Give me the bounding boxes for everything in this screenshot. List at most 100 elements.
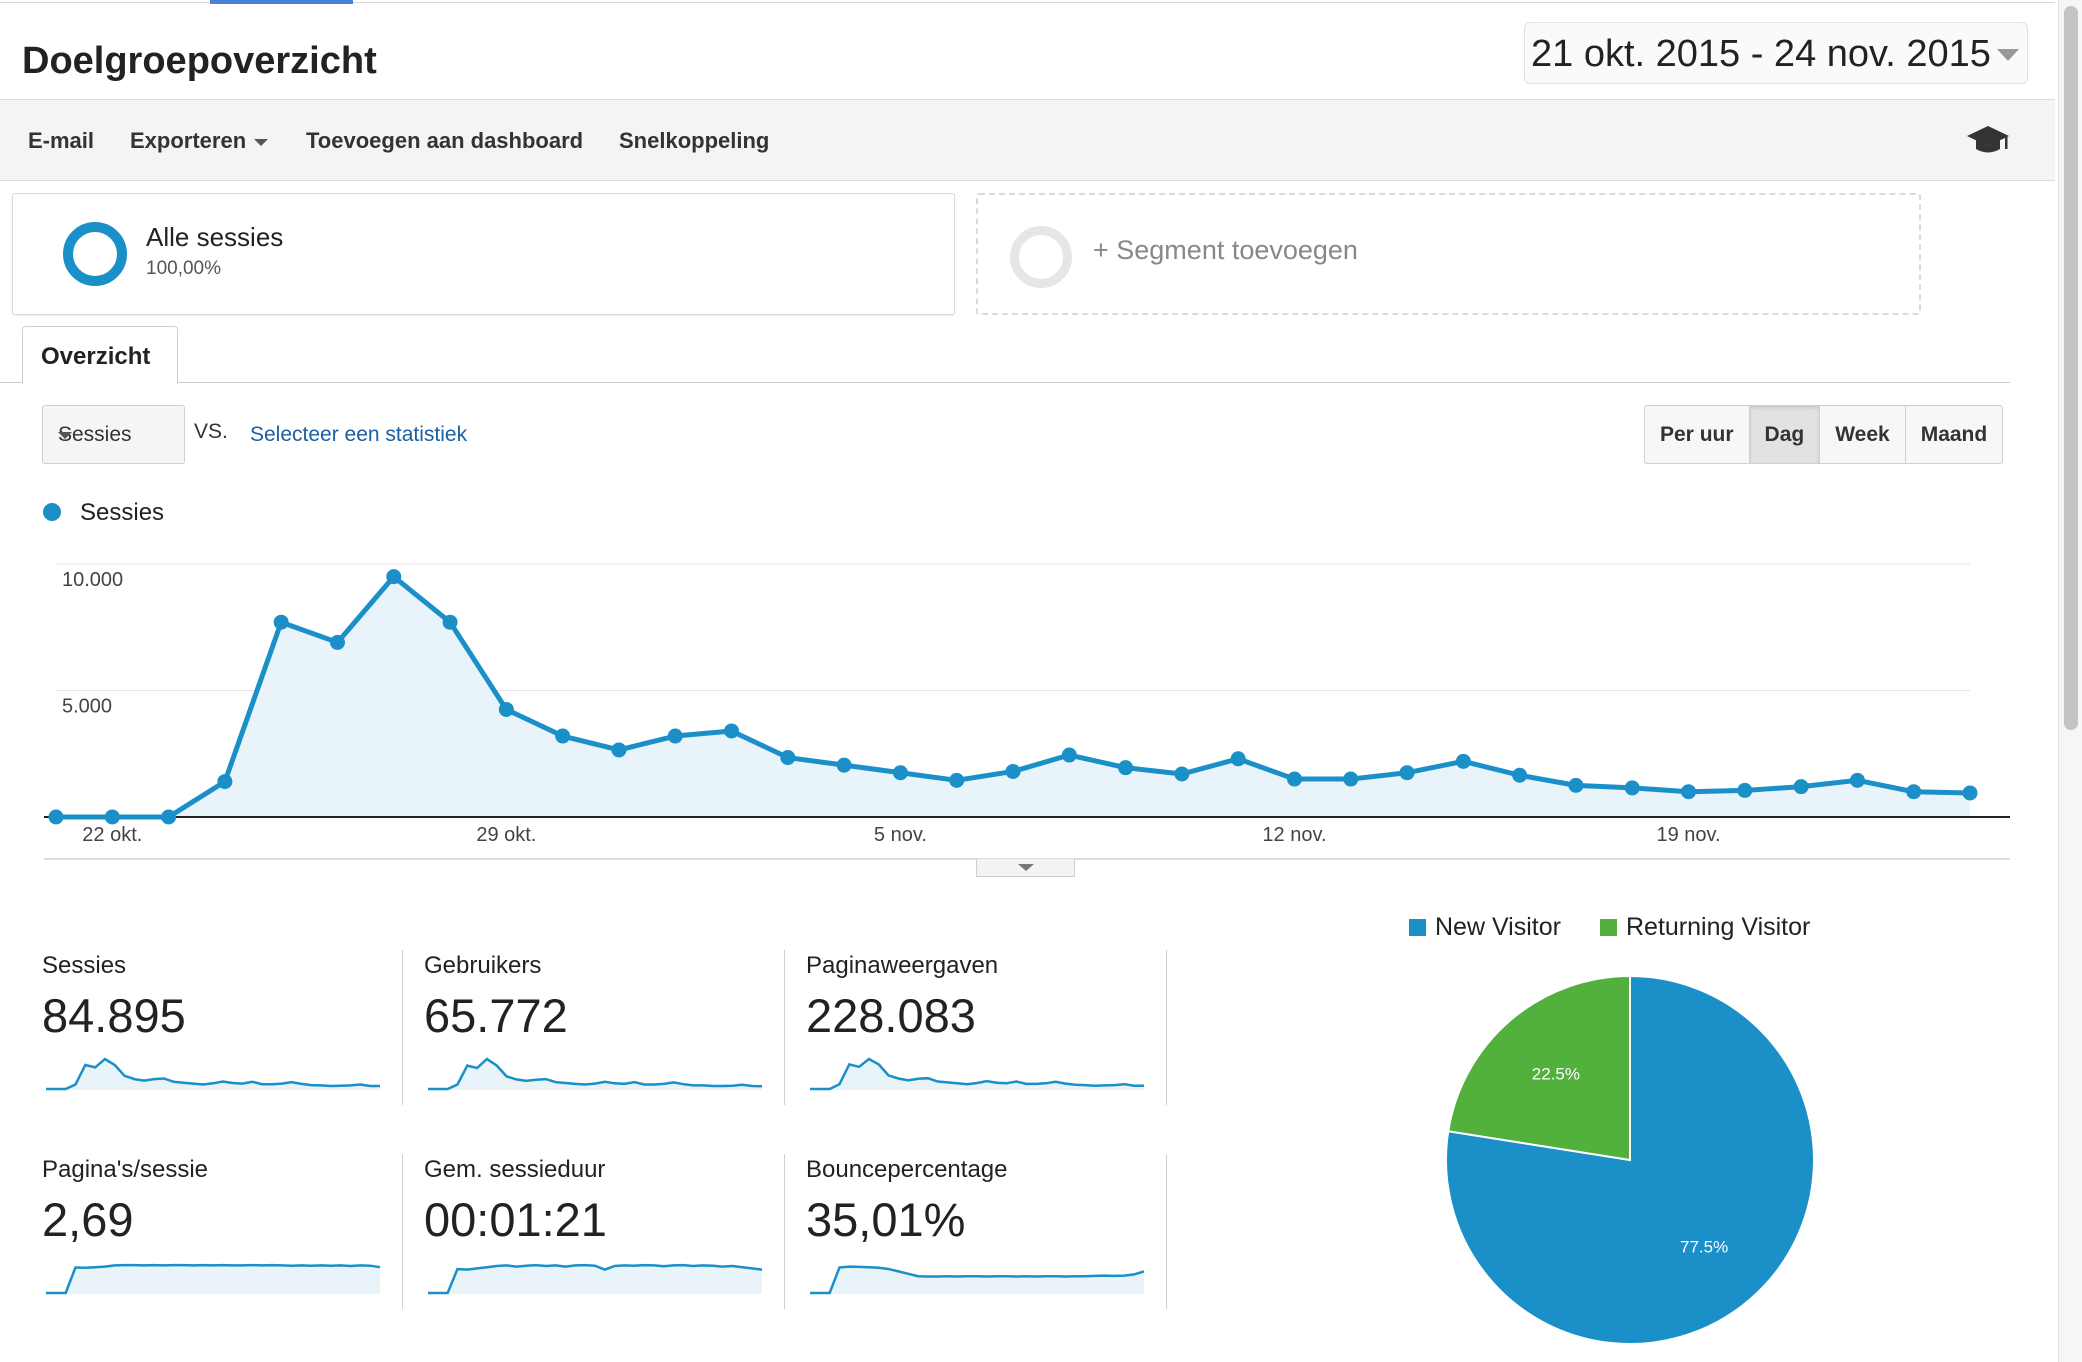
data-point xyxy=(1906,784,1922,800)
x-tick-label: 29 okt. xyxy=(476,824,536,846)
data-point xyxy=(836,757,852,773)
shortcut-button[interactable]: Snelkoppeling xyxy=(619,128,770,153)
sparkline-area xyxy=(428,1265,762,1294)
sparkline-line xyxy=(46,1263,381,1295)
scorecard[interactable]: Gem. sessieduur 00:01:21 xyxy=(424,1156,804,1311)
add-segment-button[interactable]: + Segment toevoegen xyxy=(1093,235,1358,265)
segment-all-sessions[interactable]: Alle sessies 100,00% xyxy=(12,193,955,315)
data-point xyxy=(949,772,965,788)
date-range-picker[interactable]: 21 okt. 2015 - 24 nov. 2015 xyxy=(1524,22,2028,84)
data-point xyxy=(1624,780,1640,796)
sessions-line-chart: 10.000 5.000 22 okt. 29 okt. 5 nov. 12 nov. 19… xyxy=(44,563,2010,860)
data-point xyxy=(104,809,120,825)
tab-overview[interactable]: Overzicht xyxy=(22,326,178,384)
scorecard-sparkline xyxy=(428,1263,763,1295)
data-point xyxy=(1849,772,1865,788)
interval-week-button[interactable]: Week xyxy=(1820,406,1906,463)
segment-percent: 100,00% xyxy=(146,258,222,279)
data-point xyxy=(1005,763,1021,779)
scorecard-value: 84.895 xyxy=(42,989,186,1042)
scorecard-sparkline xyxy=(46,1057,380,1091)
report-toolbar: E-mail Exporteren Toevoegen aan dashboar… xyxy=(0,99,2055,181)
sparkline-line xyxy=(810,1265,1145,1295)
data-point xyxy=(611,742,627,758)
top-accent-bar xyxy=(210,0,353,4)
data-point xyxy=(1061,747,1077,763)
data-point xyxy=(1343,771,1359,787)
scorecard-value: 65.772 xyxy=(424,989,568,1042)
scorecard-divider xyxy=(402,950,403,1105)
graduation-cap-icon[interactable] xyxy=(1966,124,2010,158)
tab-strip-divider xyxy=(0,382,2010,383)
sparkline-area xyxy=(810,1266,1144,1294)
interval-month-button[interactable]: Maand xyxy=(1920,423,1988,446)
pie-legend-label: Returning Visitor xyxy=(1626,913,1811,941)
scorecard[interactable]: Sessies 84.895 xyxy=(42,952,422,1107)
scorecard-divider xyxy=(1166,950,1167,1105)
pie-data-label: 22.5% xyxy=(1532,1064,1580,1083)
metric-select-value: Sessies xyxy=(58,423,132,446)
legend-swatch-sessions xyxy=(43,503,61,521)
scorecard-label: Gem. sessieduur xyxy=(424,1156,606,1183)
scorecard[interactable]: Pagina's/sessie 2,69 xyxy=(42,1156,422,1311)
select-statistic-link[interactable]: Selecteer een statistiek xyxy=(250,423,468,446)
scorecard-sparkline xyxy=(810,1265,1145,1295)
sparkline-line xyxy=(428,1263,763,1295)
interval-per-hour-button[interactable]: Per uur xyxy=(1645,406,1750,463)
data-point xyxy=(1118,760,1134,776)
export-label: Exporteren xyxy=(130,128,247,153)
y-tick-label: 5.000 xyxy=(62,696,112,718)
metric-select[interactable]: Sessies xyxy=(42,405,185,464)
data-point xyxy=(48,809,64,825)
scorecard-sparkline xyxy=(428,1057,763,1091)
segment-name: Alle sessies xyxy=(146,222,284,252)
pie-legend-new-visitor[interactable]: New Visitor xyxy=(1409,913,1561,942)
scorecard-value: 00:01:21 xyxy=(424,1193,607,1246)
pie-legend-label: New Visitor xyxy=(1435,913,1561,941)
data-point xyxy=(667,728,683,744)
data-point xyxy=(1399,765,1415,781)
x-tick-label: 12 nov. xyxy=(1262,824,1326,846)
export-button[interactable]: Exporteren xyxy=(130,128,269,154)
data-point xyxy=(1455,753,1471,769)
data-point xyxy=(498,701,514,717)
email-button[interactable]: E-mail xyxy=(28,128,95,153)
data-point xyxy=(1286,771,1302,787)
scorecard-label: Gebruikers xyxy=(424,952,542,979)
data-point xyxy=(1174,766,1190,782)
chevron-down-icon xyxy=(58,432,72,439)
data-point xyxy=(1230,751,1246,767)
chevron-down-icon xyxy=(1018,864,1034,871)
x-tick-label: 19 nov. xyxy=(1656,824,1720,846)
sparkline-area xyxy=(810,1059,1144,1090)
scorecard[interactable]: Bouncepercentage 35,01% xyxy=(806,1156,1186,1311)
vs-label: VS. xyxy=(194,420,228,443)
scorecard-value: 2,69 xyxy=(42,1193,134,1246)
scrollbar-thumb[interactable] xyxy=(2064,6,2078,730)
empty-segment-ring-icon xyxy=(1010,226,1072,288)
legend-swatch-returning-visitor xyxy=(1600,919,1617,936)
add-to-dashboard-button[interactable]: Toevoegen aan dashboard xyxy=(306,128,584,153)
data-point xyxy=(1512,767,1528,783)
scorecard[interactable]: Gebruikers 65.772 xyxy=(424,952,804,1107)
segment-ring-icon xyxy=(63,222,127,286)
scorecard-divider xyxy=(402,1154,403,1309)
scorecard[interactable]: Paginaweergaven 228.083 xyxy=(806,952,1186,1107)
data-point xyxy=(1793,779,1809,795)
x-tick-label: 5 nov. xyxy=(874,824,927,846)
data-point xyxy=(1962,785,1978,801)
data-point xyxy=(217,774,233,790)
interval-day-button[interactable]: Dag xyxy=(1749,406,1821,463)
interval-toggle-group: Per uur Dag Week Maand xyxy=(1644,405,2004,464)
pie-slice-returning-visitor xyxy=(1447,974,1631,1162)
data-point xyxy=(273,614,289,630)
chart-expand-handle[interactable] xyxy=(976,859,1075,877)
top-border xyxy=(0,2,2055,3)
add-segment-box[interactable]: + Segment toevoegen xyxy=(976,193,1921,315)
scorecard-divider xyxy=(784,950,785,1105)
chevron-down-icon xyxy=(254,138,269,146)
sessions-area xyxy=(56,576,1970,817)
pie-legend-returning-visitor[interactable]: Returning Visitor xyxy=(1600,913,1810,942)
scorecard-label: Bouncepercentage xyxy=(806,1156,1008,1183)
data-point xyxy=(1568,777,1584,793)
